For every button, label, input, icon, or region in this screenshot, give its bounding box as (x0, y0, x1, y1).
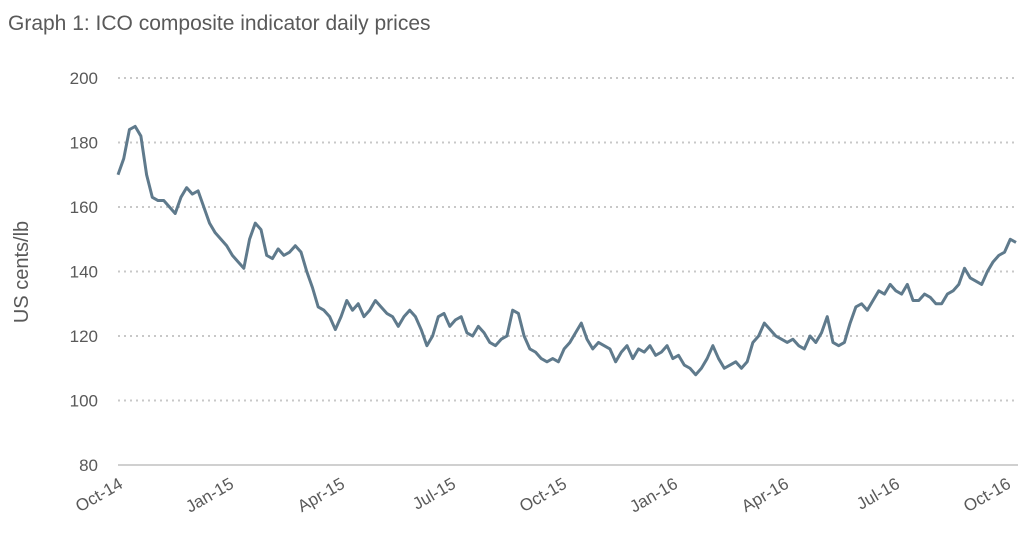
x-tick-label: Apr-15 (294, 474, 348, 516)
chart-title: Graph 1: ICO composite indicator daily p… (8, 12, 431, 35)
x-tick-label: Oct-14 (72, 474, 126, 516)
x-tick-label: Jul-15 (409, 474, 459, 514)
price-line (116, 124, 1017, 377)
y-tick-label: 120 (70, 327, 98, 346)
y-tick-label: 140 (70, 263, 98, 282)
x-tick-label: Jan-15 (182, 474, 237, 516)
y-tick-label: 200 (70, 69, 98, 88)
x-tick-label: Oct-16 (960, 474, 1014, 516)
y-tick-label: 160 (70, 198, 98, 217)
x-tick-label: Oct-15 (516, 474, 570, 516)
x-tick-label: Jan-16 (626, 474, 681, 516)
y-tick-label: 100 (70, 392, 98, 411)
y-axis-label: US cents/lb (11, 221, 33, 323)
y-tick-label: 80 (79, 456, 98, 475)
x-tick-label: Jul-16 (853, 474, 903, 514)
y-tick-label: 180 (70, 134, 98, 153)
x-tick-label: Apr-16 (738, 474, 792, 516)
